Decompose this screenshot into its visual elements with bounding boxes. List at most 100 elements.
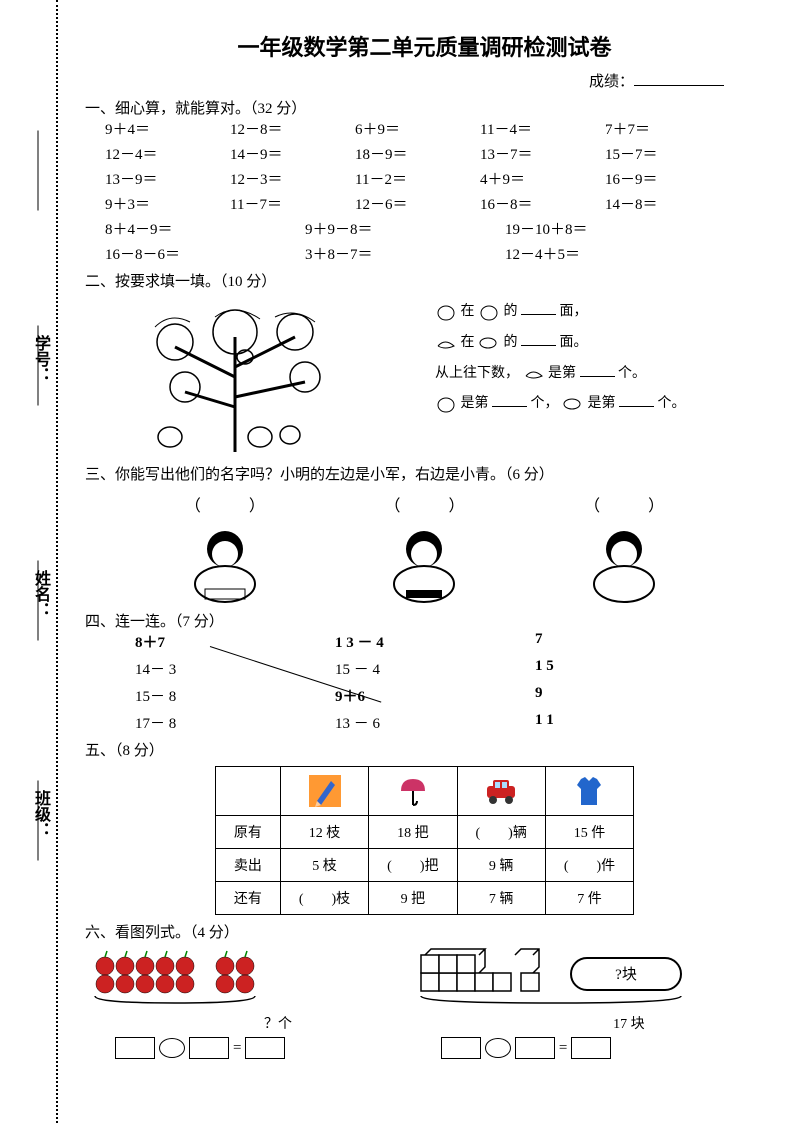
tree-illustration (115, 297, 375, 457)
t: 是第 (588, 396, 616, 411)
cell: ( )件 (545, 849, 633, 882)
squirrel-icon (435, 303, 457, 321)
id-line (38, 326, 39, 406)
paren: （ ） (384, 492, 464, 516)
t: 的 (504, 304, 518, 319)
calc: 14－8＝ (605, 193, 730, 214)
cell: ( )枝 (280, 882, 368, 915)
calc: 9＋3＝ (105, 193, 230, 214)
kid-illustration (364, 524, 484, 604)
calc: 12－4＝ (105, 143, 230, 164)
page-title: 一年级数学第二单元质量调研检测试卷 (85, 30, 764, 62)
q6-right-label: 17 块 (521, 1013, 737, 1033)
q4-item: 17－ 8 (135, 712, 335, 733)
q1-row2-1: 16－8－6＝ 3＋8－7＝ 12－4＋5＝ (95, 243, 764, 264)
answer-box (245, 1037, 285, 1059)
calc: 16－8－6＝ (95, 243, 295, 264)
kids-row (125, 524, 724, 604)
car-icon (457, 767, 545, 816)
score-label: 成绩： (589, 74, 634, 90)
t: 面。 (560, 335, 588, 350)
q4-item: 7 (535, 631, 735, 652)
score-row: 成绩： (85, 70, 724, 91)
bird-icon (435, 334, 457, 352)
cell: 5 枝 (280, 849, 368, 882)
t: 在 (461, 335, 475, 350)
equation-row: = (441, 1037, 737, 1059)
equals: = (559, 1040, 567, 1057)
calc: 15－7＝ (605, 143, 730, 164)
section-4: 四、连一连。（7 分） 8＋71 3 － 47 14－ 315 － 41 5 1… (85, 610, 764, 733)
shirt-icon (545, 767, 633, 816)
calc: 12－8＝ (230, 118, 355, 139)
t: 面， (560, 304, 588, 319)
q4-item: 1 5 (535, 658, 735, 679)
calc: 9＋9－8＝ (295, 218, 495, 239)
cell: 原有 (215, 816, 280, 849)
umbrella-icon (369, 767, 457, 816)
calc: 12－3＝ (230, 168, 355, 189)
calc: 11－7＝ (230, 193, 355, 214)
q2-line2: 在 的 面。 (435, 328, 686, 359)
blank (521, 314, 556, 315)
q5-heading: 五、（8 分） (85, 739, 764, 760)
id-label: 学号： (28, 335, 52, 383)
cell: 9 辆 (457, 849, 545, 882)
t: 个。 (658, 396, 686, 411)
kid-illustration (564, 524, 684, 604)
q4-item: 13 － 6 (335, 712, 535, 733)
q6-left-label: ？个 (145, 1013, 411, 1033)
name-label: 姓名： (28, 570, 52, 618)
blank (580, 376, 615, 377)
fish-icon (478, 334, 500, 352)
q6-heading: 六、看图列式。（4 分） (85, 921, 764, 942)
answer-box (571, 1037, 611, 1059)
score-blank (634, 85, 724, 86)
calc: 11－4＝ (480, 118, 605, 139)
q6-left: ？个 = (85, 948, 411, 1059)
t: 个， (531, 396, 559, 411)
t: 个。 (618, 366, 646, 381)
calc: 13－7＝ (480, 143, 605, 164)
calc: 12－4＋5＝ (495, 243, 695, 264)
q1-row-2: 13－9＝ 12－3＝ 11－2＝ 4＋9＝ 16－9＝ (105, 168, 764, 189)
blank (492, 406, 527, 407)
calc: 18－9＝ (355, 143, 480, 164)
cell: 12 枝 (280, 816, 368, 849)
blocks-illustration: ?块 (411, 948, 711, 1008)
apples-illustration (85, 948, 365, 1008)
cell: 7 件 (545, 882, 633, 915)
operator-oval (159, 1038, 185, 1058)
q1-row2-0: 8＋4－9＝ 9＋9－8＝ 19－10＋8＝ (95, 218, 764, 239)
section-6: 六、看图列式。（4 分） ？个 (85, 921, 764, 1059)
blank (521, 345, 556, 346)
q4-item: 1 1 (535, 712, 735, 733)
calc: 13－9＝ (105, 168, 230, 189)
t: 从上往下数， (435, 366, 519, 381)
cell: ( )把 (369, 849, 457, 882)
equation-row: = (115, 1037, 411, 1059)
pencil-icon (280, 767, 368, 816)
calc: 12－6＝ (355, 193, 480, 214)
class-label: 班级： (28, 790, 52, 838)
calc: 14－9＝ (230, 143, 355, 164)
calc: 8＋4－9＝ (95, 218, 295, 239)
cell (215, 767, 280, 816)
calc: 19－10＋8＝ (495, 218, 695, 239)
section-3: 三、你能写出他们的名字吗？小明的左边是小军，右边是小青。（6 分） （ ） （ … (85, 463, 764, 604)
q4-heading: 四、连一连。（7 分） (85, 610, 764, 631)
q2-text: 在 的 面， 在 的 面。 从上往下数， 是第 (435, 297, 686, 457)
q6-right: ?块 17 块 = (411, 948, 737, 1059)
operator-oval (485, 1038, 511, 1058)
section-5: 五、（8 分） 原有 12 枝 18 把 ( )辆 15 件 卖出 5 枝 ( … (85, 739, 764, 915)
q4-item: 15－ 8 (135, 685, 335, 706)
table-row: 卖出 5 枝 ( )把 9 辆 ( )件 (215, 849, 633, 882)
calc: 16－9＝ (605, 168, 730, 189)
paren: （ ） (185, 492, 265, 516)
cell: 还有 (215, 882, 280, 915)
calc: 7＋7＝ (605, 118, 730, 139)
answer-box (515, 1037, 555, 1059)
q5-table: 原有 12 枝 18 把 ( )辆 15 件 卖出 5 枝 ( )把 9 辆 (… (215, 766, 634, 915)
q2-line4: 是第 个， 是第 个。 (435, 389, 686, 420)
main-content: 一年级数学第二单元质量调研检测试卷 成绩： 一、细心算，就能算对。（32 分） … (85, 0, 764, 1059)
